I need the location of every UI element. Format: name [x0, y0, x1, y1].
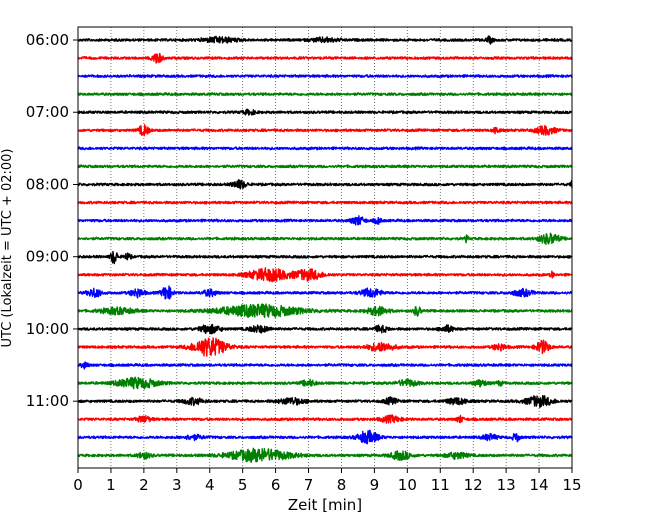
y-tick-label: 07:00	[26, 103, 69, 121]
x-tick-label: 2	[139, 476, 149, 494]
x-tick-label: 4	[205, 476, 215, 494]
trace-line	[77, 124, 573, 137]
trace-line	[77, 267, 573, 283]
x-tick-label: 1	[106, 476, 116, 494]
y-tick-label: 06:00	[26, 31, 69, 49]
x-tick-label: 12	[464, 476, 483, 494]
x-tick-label: 6	[271, 476, 281, 494]
y-tick-label: 08:00	[26, 175, 69, 193]
trace-line	[77, 429, 573, 445]
x-tick-label: 0	[73, 476, 83, 494]
x-tick-label: 13	[497, 476, 516, 494]
trace-line	[77, 414, 573, 424]
trace-line	[77, 146, 573, 151]
trace-line	[77, 337, 573, 357]
trace-line	[77, 395, 573, 409]
x-tick-label: 3	[172, 476, 182, 494]
y-tick-label: 10:00	[26, 320, 69, 338]
y-axis-label: UTC (Lokalzeit = UTC + 02:00)	[0, 149, 15, 348]
trace-line	[77, 232, 573, 245]
trace-line	[77, 200, 573, 205]
trace-line	[77, 303, 573, 319]
trace-line	[77, 447, 573, 463]
x-tick-label: 7	[304, 476, 314, 494]
trace-line	[77, 179, 573, 190]
x-tick-label: 10	[398, 476, 417, 494]
x-tick-label: 11	[431, 476, 450, 494]
trace-line	[77, 108, 573, 116]
trace-line	[77, 215, 573, 226]
trace-line	[77, 52, 573, 64]
x-tick-label: 14	[530, 476, 549, 494]
trace-line	[77, 376, 573, 390]
y-axis-ticks: 06:00 07:00 08:00 09:00 10:00 11:00	[26, 31, 78, 410]
x-tick-label: 8	[337, 476, 347, 494]
x-tick-label: 15	[562, 476, 581, 494]
x-tick-label: 9	[370, 476, 380, 494]
trace-line	[77, 323, 573, 335]
trace-line	[77, 35, 573, 45]
trace-line	[77, 92, 573, 97]
y-tick-label: 11:00	[26, 392, 69, 410]
y-tick-label: 09:00	[26, 248, 69, 266]
trace-line	[77, 285, 573, 300]
trace-line	[77, 250, 573, 265]
x-axis-ticks: 0 1 2 3 4 5 6 7 8 9 10 11 12 13 14 15	[73, 468, 582, 494]
trace-line	[77, 164, 573, 169]
trace-line	[77, 74, 573, 79]
trace-group	[77, 35, 573, 463]
plot-frame	[77, 26, 573, 469]
x-tick-label: 5	[238, 476, 248, 494]
trace-line	[77, 361, 573, 370]
x-axis-label: Zeit [min]	[288, 496, 362, 514]
